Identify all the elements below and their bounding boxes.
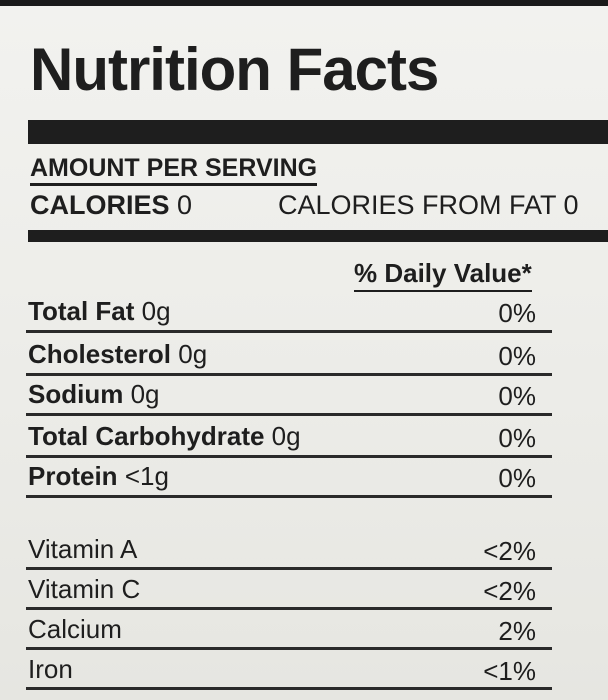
row-divider bbox=[26, 330, 552, 333]
nutrient-row-name: Cholesterol 0g bbox=[28, 341, 207, 367]
calories-value: 0 bbox=[177, 190, 193, 220]
vitamin-dv: <2% bbox=[483, 536, 536, 566]
nutrient-amount: 0g bbox=[141, 296, 171, 326]
nutrient-name: Total Fat bbox=[28, 296, 135, 326]
nutrient-row-name: Protein <1g bbox=[28, 463, 169, 489]
nutrient-amount: 0g bbox=[178, 339, 208, 369]
row-divider bbox=[26, 567, 552, 570]
daily-value-header: % Daily Value* bbox=[354, 260, 532, 292]
nutrient-dv: 0% bbox=[498, 341, 536, 371]
nutrient-name: Cholesterol bbox=[28, 339, 172, 369]
row-divider bbox=[26, 607, 552, 610]
nutrient-dv: 0% bbox=[498, 463, 536, 493]
thick-divider bbox=[28, 120, 608, 144]
vitamin-name: Calcium bbox=[28, 614, 122, 644]
label-title: Nutrition Facts bbox=[30, 36, 439, 103]
vitamin-name: Vitamin A bbox=[28, 534, 138, 564]
vitamin-dv: <2% bbox=[483, 576, 536, 606]
nutrient-dv: 0% bbox=[498, 381, 536, 411]
nutrient-amount: <1g bbox=[124, 461, 169, 491]
nutrient-name: Total Carbohydrate bbox=[28, 421, 265, 451]
calories-line: CALORIES 0 bbox=[30, 192, 192, 219]
nutrient-row-name: Sodium 0g bbox=[28, 381, 160, 407]
nutrient-name: Sodium bbox=[28, 379, 124, 409]
vitamin-dv: 2% bbox=[498, 616, 536, 646]
row-divider bbox=[26, 687, 552, 690]
row-divider bbox=[26, 455, 552, 458]
nutrient-amount: 0g bbox=[271, 421, 301, 451]
medium-divider bbox=[28, 230, 608, 242]
nutrient-row-name: Total Carbohydrate 0g bbox=[28, 423, 301, 449]
nutrient-dv: 0% bbox=[498, 423, 536, 453]
row-divider bbox=[26, 647, 552, 650]
row-divider bbox=[26, 413, 552, 416]
nutrient-name: Protein bbox=[28, 461, 118, 491]
nutrient-amount: 0g bbox=[130, 379, 160, 409]
calories-label: CALORIES bbox=[30, 190, 170, 220]
amount-per-serving: AMOUNT PER SERVING bbox=[30, 156, 318, 186]
vitamin-name: Vitamin C bbox=[28, 574, 141, 604]
nutrient-row-name: Total Fat 0g bbox=[28, 298, 171, 324]
calories-from-fat: CALORIES FROM FAT 0 bbox=[278, 190, 579, 220]
vitamin-name: Iron bbox=[28, 654, 73, 684]
row-divider bbox=[26, 373, 552, 376]
nutrient-dv: 0% bbox=[498, 298, 536, 328]
row-divider bbox=[26, 495, 552, 498]
vitamin-dv: <1% bbox=[483, 656, 536, 686]
